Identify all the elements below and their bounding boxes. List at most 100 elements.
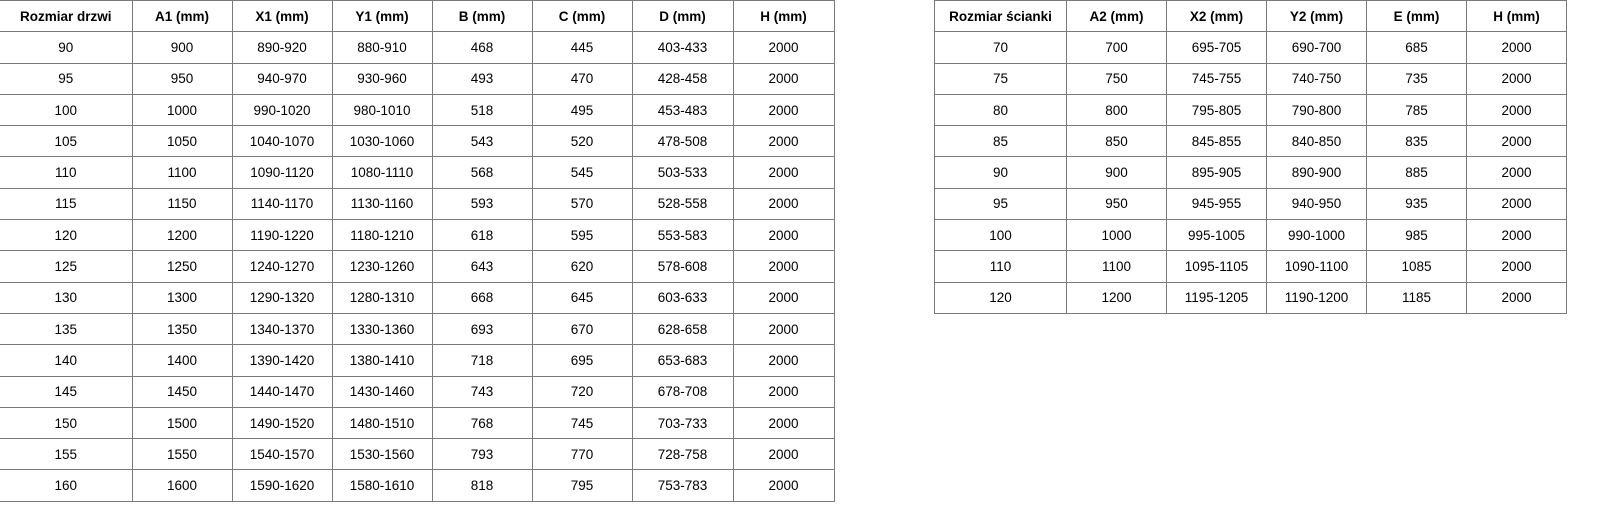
table-cell: 930-960 <box>331 62 433 95</box>
column-header: H (mm) <box>1466 0 1567 33</box>
table-cell: 503-533 <box>631 156 734 189</box>
table-row: 90 900 890-920 880-910 468 445 403-433 2000 <box>0 31 835 64</box>
table-cell: 90 <box>934 156 1067 189</box>
table-cell: 1085 <box>1366 250 1467 283</box>
table-cell: 75 <box>934 62 1067 95</box>
table-cell: 1380-1410 <box>331 344 433 377</box>
table-cell: 1195-1205 <box>1166 281 1267 314</box>
table-cell: 155 <box>0 438 133 471</box>
table-cell: 720 <box>531 375 633 408</box>
table-cell: 1100 <box>1066 250 1167 283</box>
table-cell: 2000 <box>732 344 835 377</box>
table-cell: 693 <box>431 312 533 346</box>
table-cell: 840-850 <box>1266 125 1367 158</box>
column-header: Rozmiar drzwi <box>0 0 133 33</box>
table-cell: 885 <box>1366 156 1467 189</box>
table-cell: 900 <box>1066 156 1167 189</box>
table-cell: 1040-1070 <box>231 125 333 158</box>
table-cell: 1090-1120 <box>231 156 333 189</box>
table-cell: 1050 <box>131 125 233 158</box>
column-header: B (mm) <box>431 0 533 33</box>
table-cell: 740-750 <box>1266 62 1367 95</box>
table-cell: 743 <box>431 375 533 408</box>
table-cell: 1440-1470 <box>231 375 333 408</box>
table-cell: 120 <box>0 219 133 252</box>
table-cell: 140 <box>0 344 133 377</box>
table-cell: 495 <box>531 93 633 127</box>
table-row: 70 700 695-705 690-700 685 2000 <box>934 31 1567 64</box>
table-row: 100 1000 995-1005 990-1000 985 2000 <box>934 219 1567 252</box>
table-cell: 2000 <box>732 438 835 471</box>
table-cell: 568 <box>431 156 533 189</box>
table-cell: 768 <box>431 406 533 440</box>
table-cell: 553-583 <box>631 219 734 252</box>
table-cell: 753-783 <box>631 469 734 502</box>
table-cell: 643 <box>431 250 533 283</box>
table-cell: 628-658 <box>631 312 734 346</box>
table-cell: 545 <box>531 156 633 189</box>
table-cell: 845-855 <box>1166 125 1267 158</box>
table-cell: 1250 <box>131 250 233 283</box>
column-header: X1 (mm) <box>231 0 333 33</box>
table-cell: 618 <box>431 219 533 252</box>
table-cell: 70 <box>934 31 1067 64</box>
table-cell: 940-970 <box>231 62 333 95</box>
table-cell: 1090-1100 <box>1266 250 1367 283</box>
table-cell: 593 <box>431 187 533 221</box>
table-cell: 1390-1420 <box>231 344 333 377</box>
table-cell: 603-633 <box>631 281 734 314</box>
table-cell: 1480-1510 <box>331 406 433 440</box>
table-cell: 2000 <box>1466 187 1567 221</box>
table-cell: 570 <box>531 187 633 221</box>
wall-dimensions-table: Rozmiar ścianki A2 (mm) X2 (mm) Y2 (mm) E (m… <box>934 0 1567 314</box>
table-cell: 478-508 <box>631 125 734 158</box>
table-cell: 2000 <box>732 250 835 283</box>
table-cell: 718 <box>431 344 533 377</box>
table-cell: 1000 <box>1066 219 1167 252</box>
table-cell: 160 <box>0 469 133 502</box>
table-row: 150 1500 1490-1520 1480-1510 768 745 703-733 20… <box>0 406 835 440</box>
table-cell: 695 <box>531 344 633 377</box>
table-cell: 990-1020 <box>231 93 333 127</box>
table-cell: 793 <box>431 438 533 471</box>
table-row: 75 750 745-755 740-750 735 2000 <box>934 62 1567 95</box>
table-cell: 620 <box>531 250 633 283</box>
table-cell: 2000 <box>1466 156 1567 189</box>
table-cell: 818 <box>431 469 533 502</box>
table-cell: 100 <box>0 93 133 127</box>
table-row: 145 1450 1440-1470 1430-1460 743 720 678-708 20… <box>0 375 835 408</box>
table-cell: 678-708 <box>631 375 734 408</box>
table-cell: 578-608 <box>631 250 734 283</box>
table-row: 130 1300 1290-1320 1280-1310 668 645 603-633 20… <box>0 281 835 314</box>
column-header: Rozmiar ścianki <box>934 0 1067 33</box>
column-header: C (mm) <box>531 0 633 33</box>
table-cell: 1000 <box>131 93 233 127</box>
table-cell: 2000 <box>732 375 835 408</box>
table-cell: 100 <box>934 219 1067 252</box>
table-cell: 95 <box>0 62 133 95</box>
table-cell: 445 <box>531 31 633 64</box>
table-row: 85 850 845-855 840-850 835 2000 <box>934 125 1567 158</box>
table-cell: 1530-1560 <box>331 438 433 471</box>
table-cell: 1200 <box>131 219 233 252</box>
table-cell: 745-755 <box>1166 62 1267 95</box>
table-cell: 1095-1105 <box>1166 250 1267 283</box>
table-cell: 995-1005 <box>1166 219 1267 252</box>
table-row: 115 1150 1140-1170 1130-1160 593 570 528-558 20… <box>0 187 835 221</box>
table-cell: 150 <box>0 406 133 440</box>
table-cell: 110 <box>934 250 1067 283</box>
table-row: 155 1550 1540-1570 1530-1560 793 770 728-758 20… <box>0 438 835 471</box>
table-cell: 135 <box>0 312 133 346</box>
table-cell: 2000 <box>732 62 835 95</box>
table-row: 110 1100 1090-1120 1080-1110 568 545 503-533 20… <box>0 156 835 189</box>
table-cell: 1540-1570 <box>231 438 333 471</box>
table-cell: 1190-1200 <box>1266 281 1367 314</box>
table-cell: 90 <box>0 31 133 64</box>
table-cell: 950 <box>1066 187 1167 221</box>
table-cell: 1140-1170 <box>231 187 333 221</box>
table-row: 125 1250 1240-1270 1230-1260 643 620 578-608 20… <box>0 250 835 283</box>
table-row: 120 1200 1195-1205 1190-1200 1185 2000 <box>934 281 1567 314</box>
table-row: 90 900 895-905 890-900 885 2000 <box>934 156 1567 189</box>
table-cell: 125 <box>0 250 133 283</box>
table-cell: 980-1010 <box>331 93 433 127</box>
